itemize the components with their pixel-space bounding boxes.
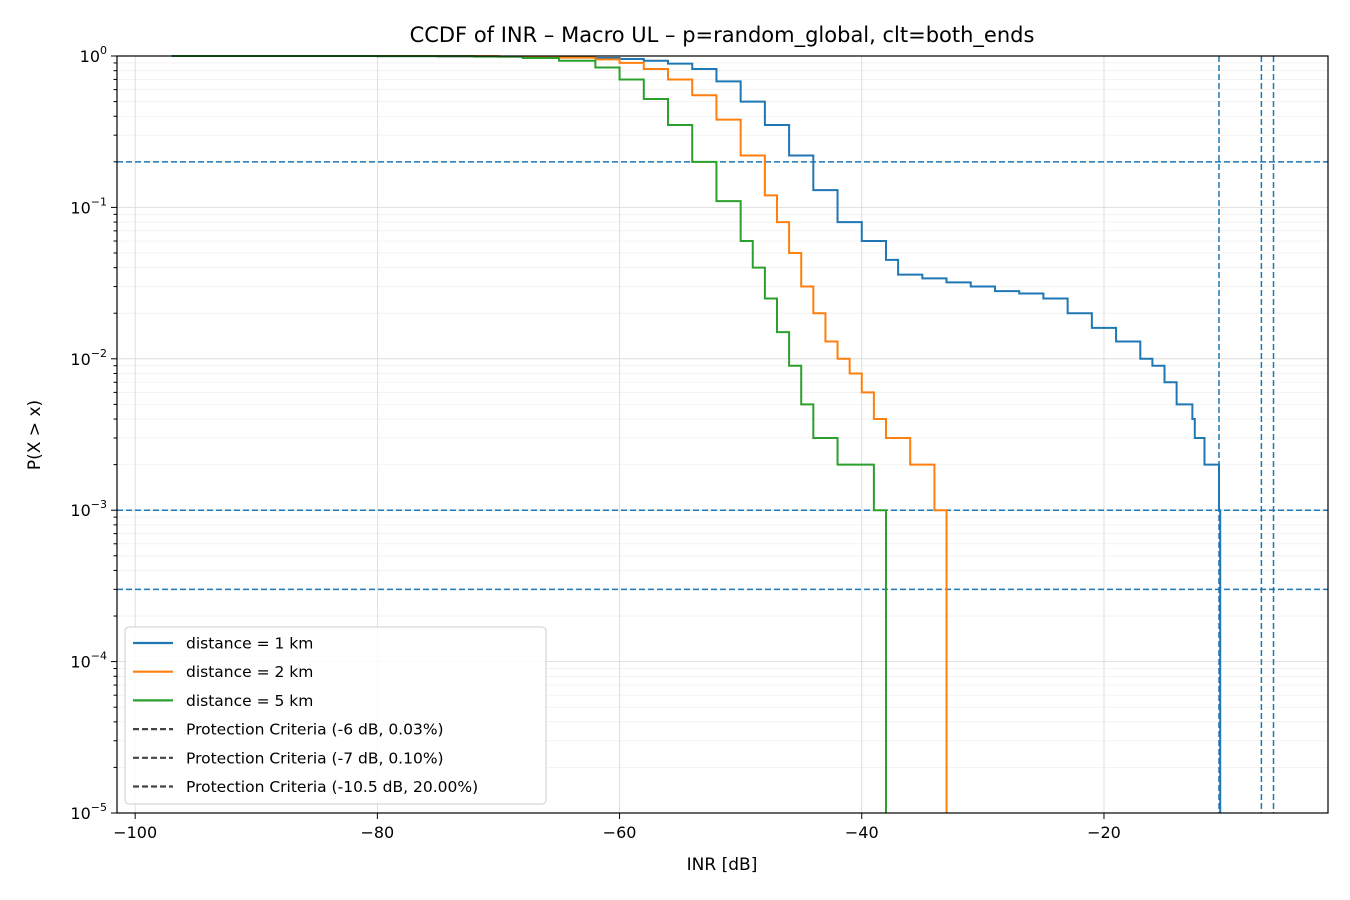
- legend-label-3: distance = 5 km: [186, 692, 313, 710]
- protection-criteria-lines: [117, 56, 1328, 813]
- chart-title: CCDF of INR – Macro UL – p=random_global…: [410, 23, 1035, 48]
- legend-label-4: Protection Criteria (-6 dB, 0.03%): [186, 721, 444, 739]
- y-tick-exponent: −3: [91, 498, 107, 511]
- x-tick-label: −40: [845, 823, 879, 842]
- y-tick-base: 10: [70, 198, 90, 217]
- x-tick-label: −100: [113, 823, 157, 842]
- y-tick-base: 10: [80, 47, 100, 66]
- legend-label-2: distance = 2 km: [186, 663, 313, 681]
- y-tick-label: 10−4: [70, 650, 107, 672]
- y-tick-exponent: −4: [91, 650, 107, 663]
- series-lines: [171, 55, 1222, 813]
- y-tick-exponent: 0: [100, 44, 107, 57]
- x-tick-label: −60: [603, 823, 637, 842]
- series-line-1: [175, 55, 1222, 813]
- series-line-3: [171, 55, 887, 813]
- y-tick-base: 10: [70, 804, 90, 823]
- series-line-2: [256, 55, 948, 813]
- legend-label-1: distance = 1 km: [186, 635, 313, 653]
- y-tick-label: 100: [80, 44, 107, 66]
- legend: distance = 1 km distance = 2 km distance =…: [124, 626, 547, 805]
- y-tick-exponent: −1: [91, 195, 107, 208]
- x-tick-label: −20: [1087, 823, 1121, 842]
- x-axis-label: INR [dB]: [687, 855, 758, 875]
- y-tick-label: 10−2: [70, 347, 107, 369]
- y-tick-label: 10−3: [70, 498, 107, 520]
- plot-frame: [116, 55, 1329, 814]
- legend-label-6: Protection Criteria (-10.5 dB, 20.00%): [186, 778, 478, 796]
- y-tick-base: 10: [70, 501, 90, 520]
- legend-label-5: Protection Criteria (-7 dB, 0.10%): [186, 749, 444, 767]
- y-tick-label: 10−1: [70, 195, 107, 217]
- y-tick-base: 10: [70, 350, 90, 369]
- y-axis-label: P(X > x): [25, 400, 45, 470]
- y-tick-exponent: −5: [91, 801, 107, 814]
- y-tick-exponent: −2: [91, 347, 107, 360]
- legend-box: [124, 626, 547, 805]
- x-axis-ticks: −100 −80 −60 −40 −20: [113, 813, 1121, 842]
- y-tick-base: 10: [70, 653, 90, 672]
- x-tick-label: −80: [360, 823, 394, 842]
- y-tick-label: 10−5: [70, 801, 107, 823]
